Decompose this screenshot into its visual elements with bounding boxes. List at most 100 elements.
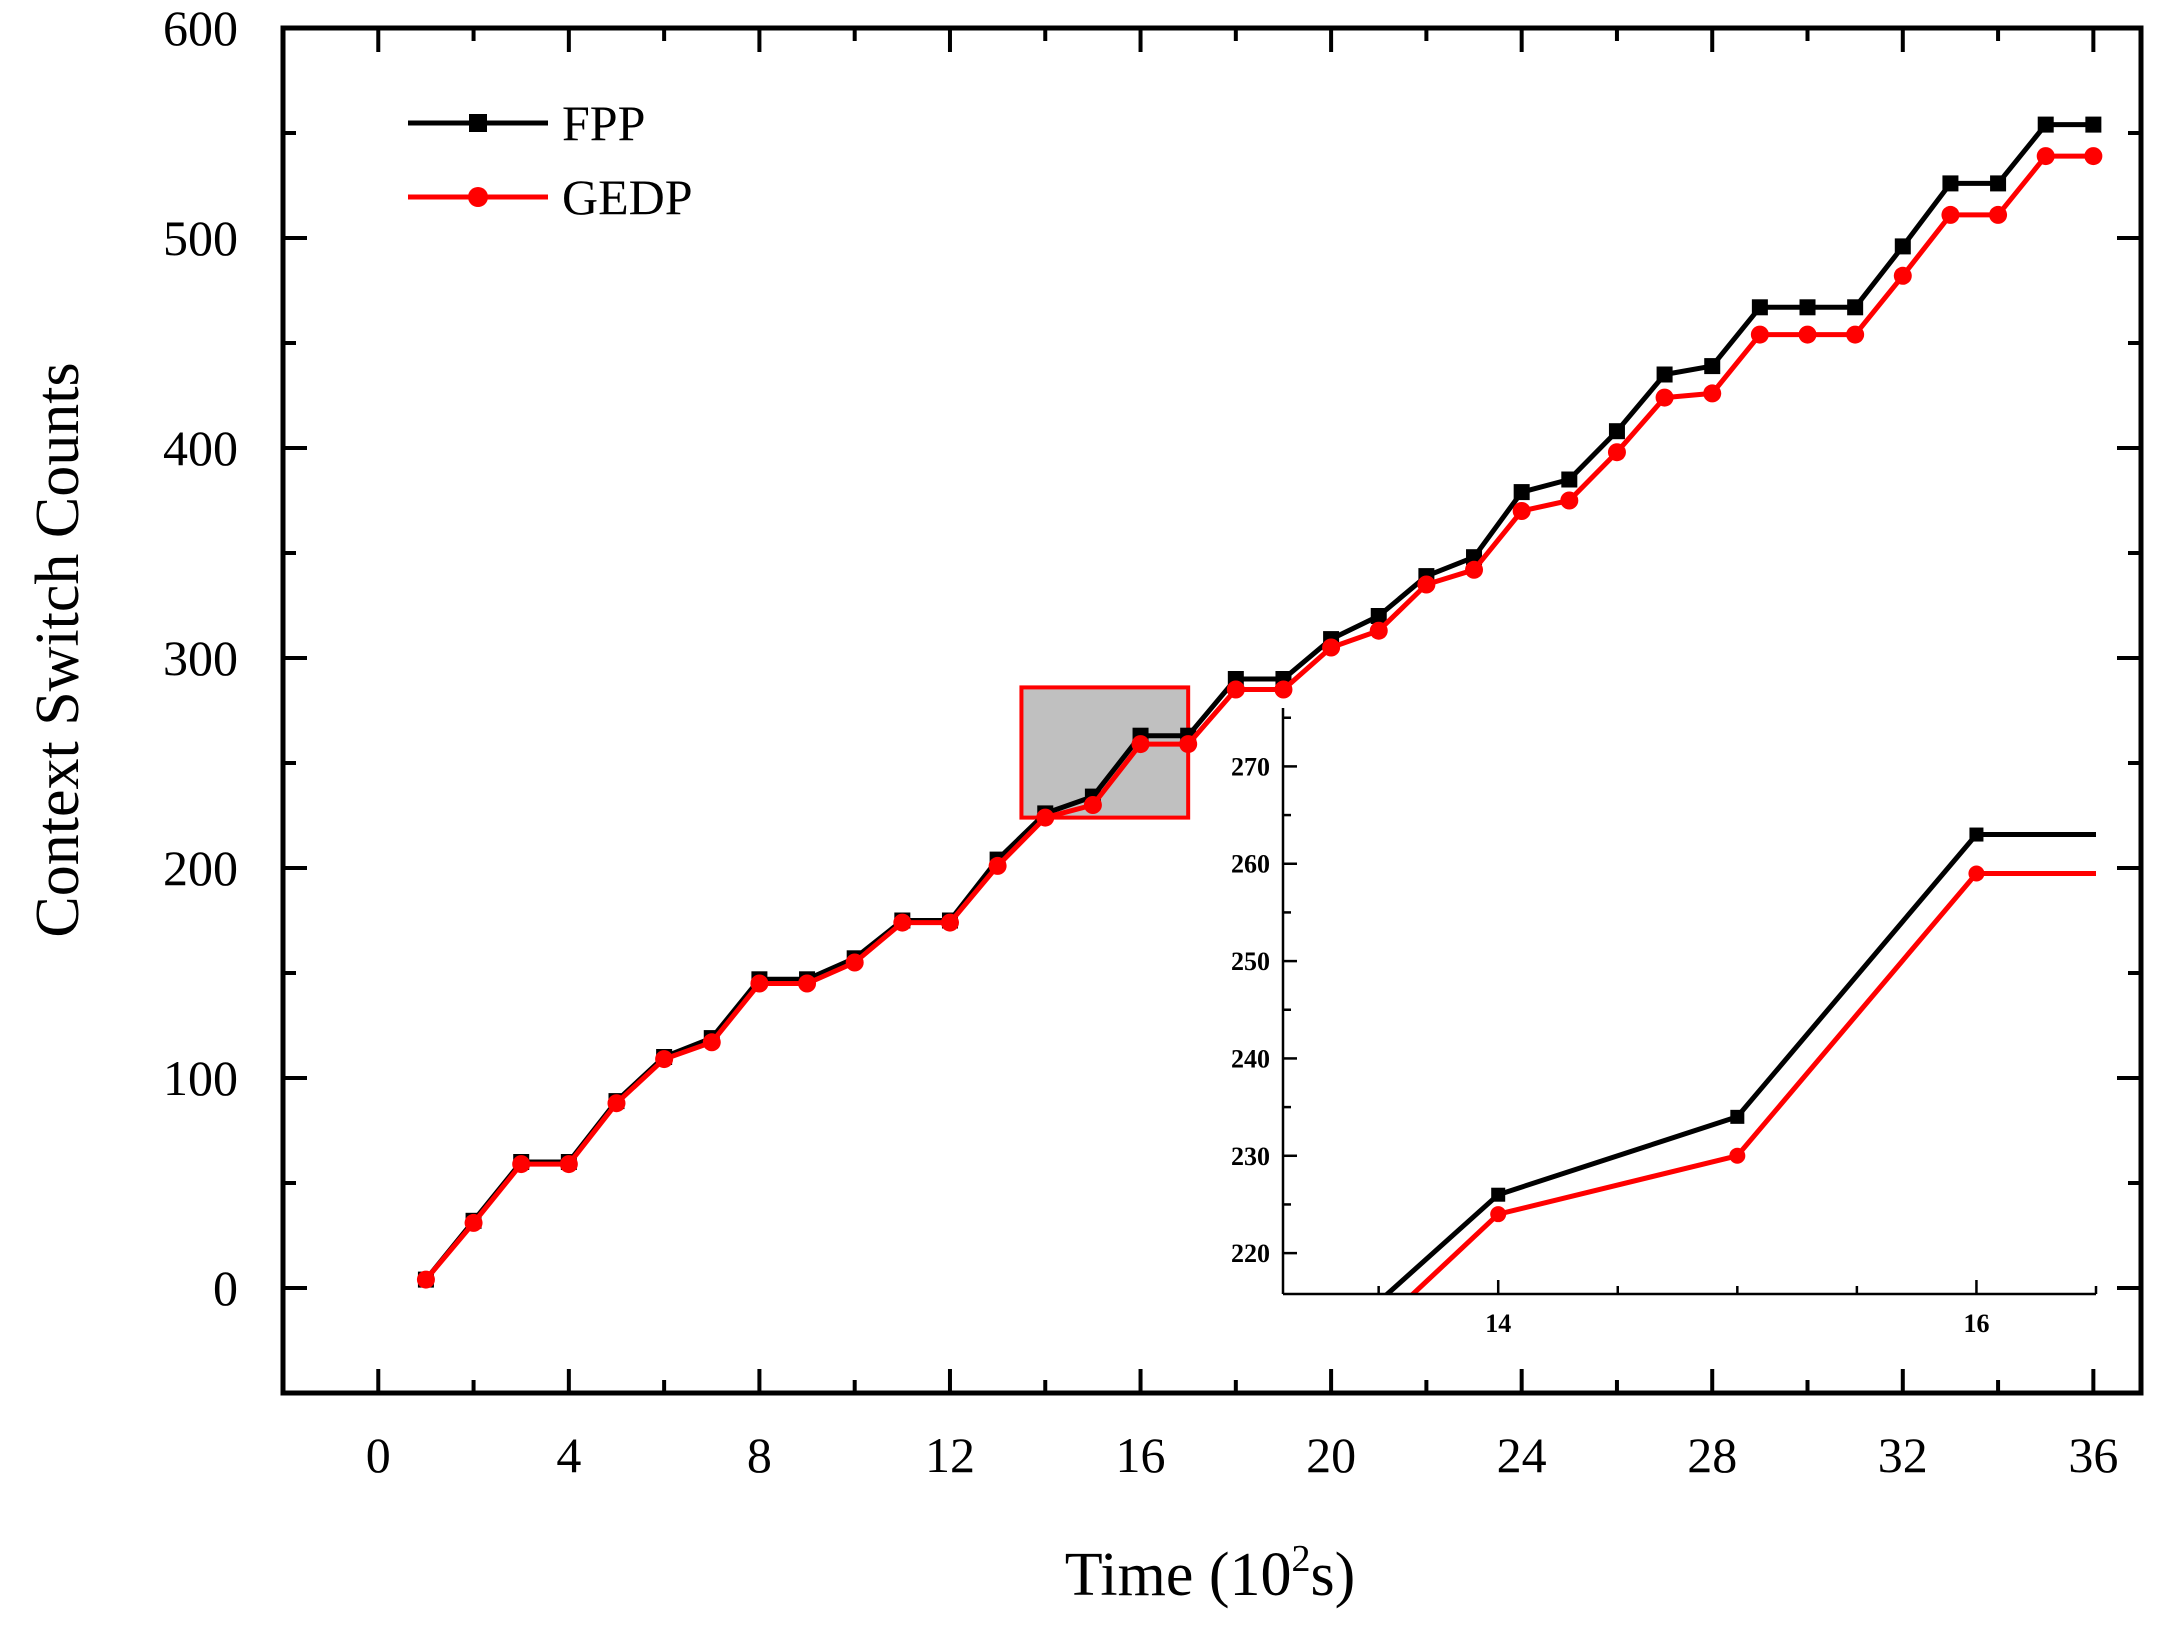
legend: FPP GEDP <box>408 95 693 225</box>
data-point-fpp <box>1847 299 1864 316</box>
inset-data-point-fpp <box>1969 827 1984 842</box>
inset-data-point-gedp <box>1968 865 1985 882</box>
data-point-fpp <box>1370 608 1387 624</box>
data-point-fpp <box>1561 471 1578 488</box>
data-point-gedp <box>1322 638 1341 657</box>
data-point-gedp <box>1417 575 1436 594</box>
x-tick-label: 0 <box>366 1427 391 1483</box>
data-point-gedp <box>655 1050 674 1069</box>
data-point-fpp <box>1942 175 1959 192</box>
inset-background <box>1283 708 2096 1294</box>
data-point-fpp <box>1608 423 1625 440</box>
data-point-gedp <box>1989 205 2008 224</box>
inset-x-tick-label: 16 <box>1963 1309 1989 1338</box>
y-tick-label: 400 <box>163 420 238 476</box>
data-point-gedp <box>1179 735 1198 754</box>
data-point-gedp <box>416 1270 435 1289</box>
data-point-gedp <box>464 1213 483 1232</box>
data-point-gedp <box>512 1155 531 1174</box>
y-tick-label: 600 <box>163 0 238 56</box>
inset-y-tick-label: 240 <box>1231 1044 1270 1073</box>
x-tick-label: 28 <box>1687 1427 1737 1483</box>
inset-data-point-fpp <box>1491 1187 1506 1202</box>
zoom-box-layer <box>1019 685 1191 820</box>
x-tick-label: 32 <box>1878 1427 1928 1483</box>
x-tick-label: 20 <box>1306 1427 1356 1483</box>
data-point-gedp <box>702 1033 721 1052</box>
data-point-gedp <box>559 1155 578 1174</box>
inset-y-tick-label: 260 <box>1231 850 1270 879</box>
x-tick-label: 24 <box>1497 1427 1547 1483</box>
data-point-gedp <box>1560 491 1579 510</box>
x-axis-title-suffix: s) <box>1311 1541 1356 1609</box>
data-point-gedp <box>1036 808 1055 827</box>
inset-series-layer <box>1383 827 2096 1294</box>
data-point-gedp <box>940 913 959 932</box>
y-tick-label: 100 <box>163 1050 238 1106</box>
x-tick-label: 8 <box>747 1427 772 1483</box>
x-tick-label: 16 <box>1116 1427 1166 1483</box>
data-point-fpp <box>1990 175 2007 192</box>
x-axis-title: Time (102s) <box>1065 1538 1356 1609</box>
inset-y-tick-label: 230 <box>1231 1142 1270 1171</box>
x-tick-label: 4 <box>556 1427 581 1483</box>
data-point-gedp <box>1131 735 1150 754</box>
inset-y-tick-label: 270 <box>1231 752 1270 781</box>
legend-label-fpp: FPP <box>562 95 645 151</box>
x-axis-title-main: Time (10 <box>1065 1541 1292 1609</box>
data-point-fpp <box>1799 299 1816 316</box>
main-plot-frame <box>280 25 2144 1396</box>
data-point-gedp <box>845 953 864 972</box>
data-point-gedp <box>607 1094 626 1113</box>
inset-y-tick-label: 220 <box>1231 1239 1270 1268</box>
data-point-gedp <box>1941 205 1960 224</box>
data-point-gedp <box>1846 325 1865 344</box>
data-point-gedp <box>988 856 1007 875</box>
data-point-gedp <box>1703 384 1722 403</box>
data-point-fpp <box>1704 358 1721 375</box>
data-point-gedp <box>2084 147 2103 166</box>
data-point-fpp <box>2037 116 2054 133</box>
inset-data-point-fpp <box>1730 1109 1745 1124</box>
data-point-gedp <box>1274 680 1293 699</box>
inset-x-tick-label: 14 <box>1485 1309 1511 1338</box>
data-point-gedp <box>1512 502 1531 520</box>
data-point-gedp <box>798 974 817 993</box>
data-point-gedp <box>2036 147 2055 166</box>
data-point-gedp <box>1083 796 1102 814</box>
main-axis-ticks: 0 4 8 12 16 20 24 28 32 36 0 100 200 300 400 500 600 <box>163 0 2141 1483</box>
x-axis-title-superscript: 2 <box>1292 1538 1311 1580</box>
data-point-gedp <box>1465 560 1484 579</box>
data-point-fpp <box>1894 238 1911 255</box>
data-point-fpp <box>1656 366 1673 383</box>
y-tick-label: 500 <box>163 210 238 266</box>
legend-label-gedp: GEDP <box>562 169 693 225</box>
legend-marker-fpp <box>469 114 487 132</box>
main-series-layer <box>416 116 2103 1289</box>
y-axis-title: Context Switch Counts <box>24 362 92 937</box>
x-tick-label: 12 <box>925 1427 975 1483</box>
x-tick-label: 36 <box>2068 1427 2118 1483</box>
data-point-gedp <box>1369 621 1388 640</box>
inset-data-point-gedp <box>1490 1206 1507 1223</box>
inset-y-tick-label: 250 <box>1231 947 1270 976</box>
data-point-fpp <box>2085 116 2102 133</box>
data-point-gedp <box>1798 325 1817 344</box>
data-point-gedp <box>1655 388 1674 407</box>
data-point-gedp <box>1607 443 1626 462</box>
data-point-gedp <box>750 974 769 993</box>
data-point-gedp <box>1893 266 1912 285</box>
data-point-gedp <box>1750 325 1769 344</box>
y-tick-label: 200 <box>163 840 238 896</box>
y-tick-label: 0 <box>213 1260 238 1316</box>
data-point-fpp <box>1513 484 1530 501</box>
zoom-region-box <box>1019 685 1191 820</box>
data-point-gedp <box>893 913 912 932</box>
data-point-fpp <box>1751 299 1768 316</box>
inset-data-point-gedp <box>1729 1147 1746 1164</box>
legend-marker-gedp <box>468 187 488 207</box>
inset-axis-ticks: 220 230 240 250 260 270 14 16 <box>1231 716 2098 1338</box>
data-point-gedp <box>1226 680 1245 699</box>
y-tick-label: 300 <box>163 630 238 686</box>
